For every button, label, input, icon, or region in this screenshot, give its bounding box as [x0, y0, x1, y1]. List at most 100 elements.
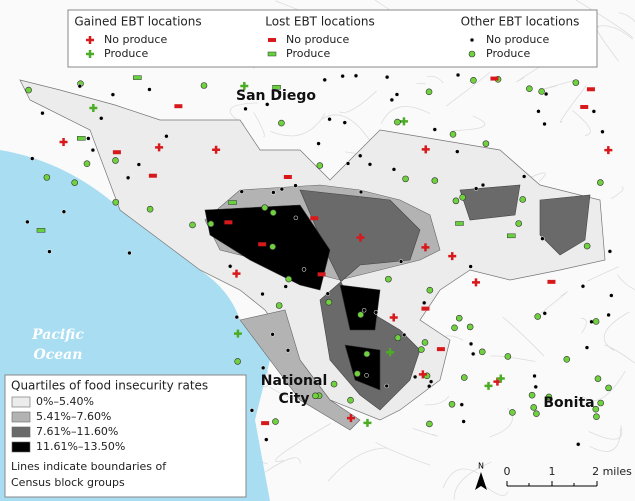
marker-other-no: [260, 365, 266, 371]
marker-other-produce: [451, 324, 458, 332]
marker-other-no: [270, 332, 275, 337]
marker-gained-no: [212, 145, 221, 154]
street: [321, 114, 372, 144]
marker-other-produce: [312, 392, 319, 400]
marker-other-produce: [83, 160, 91, 167]
marker-other-produce: [572, 79, 580, 86]
marker-other-produce: [545, 393, 553, 401]
marker-gained-no: [448, 252, 457, 261]
marker-other-no: [25, 219, 30, 225]
marker-other-no: [136, 162, 142, 167]
marker-lost-no: [547, 279, 556, 284]
marker-other-no: [521, 174, 527, 179]
marker-other-no: [264, 437, 269, 442]
marker-other-produce: [71, 179, 78, 186]
marker-other-produce: [563, 355, 571, 363]
marker-other-produce: [466, 323, 474, 331]
marker-gained-no: [86, 36, 94, 44]
place-label: San Diego: [236, 88, 316, 104]
note: Census block groups: [11, 476, 125, 489]
quartile-3b: [459, 184, 591, 256]
scale-line: [506, 481, 598, 487]
marker-gained-no: [604, 146, 613, 155]
quartile-swatch: [11, 426, 31, 438]
marker-other-produce: [25, 86, 32, 94]
marker-other-no: [394, 92, 400, 97]
marker-gained-no: [356, 233, 365, 242]
place-label: City: [279, 391, 310, 407]
marker-other-produce: [449, 130, 457, 138]
marker-other-no: [607, 249, 613, 254]
marker-other-no: [591, 109, 597, 114]
marker-other-produce: [285, 275, 292, 283]
marker-other-no: [412, 374, 418, 380]
marker-other-produce: [519, 196, 527, 203]
marker-gained-produce: [89, 104, 98, 113]
marker-gained-produce: [496, 374, 505, 383]
street: [338, 90, 377, 113]
marker-other-produce: [452, 197, 460, 205]
marker-other-no: [147, 87, 152, 92]
marker-other-produce: [509, 409, 516, 416]
legend-item: No produce: [286, 33, 349, 46]
street: [275, 423, 331, 462]
marker-gained-no: [59, 138, 68, 147]
marker-other-produce: [504, 353, 512, 360]
marker-other-produce: [269, 209, 277, 216]
marker-other-produce: [528, 391, 536, 399]
street: [610, 186, 624, 200]
marker-other-no: [540, 236, 545, 241]
street: [453, 461, 492, 500]
legend-title: Gained EBT locations: [74, 15, 201, 29]
marker-lost-no: [258, 242, 267, 247]
marker-other-no: [322, 77, 327, 83]
marker-gained-no: [389, 313, 398, 322]
street: [270, 113, 326, 137]
marker-lost-produce: [507, 233, 516, 239]
marker-other-no: [325, 291, 331, 296]
marker-other-no: [542, 121, 547, 127]
marker-lost-no: [268, 38, 276, 42]
scale-label: 2 miles: [592, 465, 632, 478]
marker-other-no: [90, 147, 96, 153]
marker-gained-produce: [363, 418, 372, 427]
marker-other-produce: [269, 243, 276, 250]
street: [580, 317, 587, 334]
street: [603, 311, 630, 351]
place-label: National: [261, 373, 328, 389]
marker-lost-produce: [77, 136, 86, 141]
marker-gained-no: [418, 370, 427, 379]
marker-other-no: [373, 310, 379, 315]
marker-other-produce: [316, 162, 324, 169]
legend-title: Lost EBT locations: [265, 15, 374, 29]
street: [424, 395, 450, 406]
marker-lost-no: [224, 220, 233, 225]
street: [540, 291, 568, 314]
marker-other-produce: [526, 85, 533, 92]
marker-other-no: [264, 102, 270, 107]
quartile-2b: [239, 309, 361, 431]
marker-lost-no: [490, 76, 499, 81]
marker-other-no: [340, 73, 345, 79]
marker-other-produce: [146, 205, 154, 213]
marker-other-produce: [418, 346, 425, 353]
marker-lost-no: [317, 272, 326, 277]
scale-label: 1: [549, 465, 556, 478]
marker-other-produce: [592, 318, 600, 325]
marker-other-produce: [431, 177, 439, 184]
note: Lines indicate boundaries of: [11, 460, 167, 473]
marker-gained-produce: [484, 381, 493, 390]
marker-lost-no: [261, 421, 270, 426]
marker-other-no: [260, 291, 265, 297]
marker-other-produce: [275, 302, 283, 309]
marker-other-no: [357, 153, 363, 159]
marker-other-produce: [421, 339, 429, 346]
marker-other-no: [384, 383, 389, 389]
quartile-swatch: [11, 411, 31, 423]
marker-other-produce: [459, 193, 466, 201]
street: [416, 82, 426, 85]
marker-other-produce: [330, 380, 338, 388]
marker-gained-produce: [233, 329, 242, 338]
street: [589, 428, 622, 452]
